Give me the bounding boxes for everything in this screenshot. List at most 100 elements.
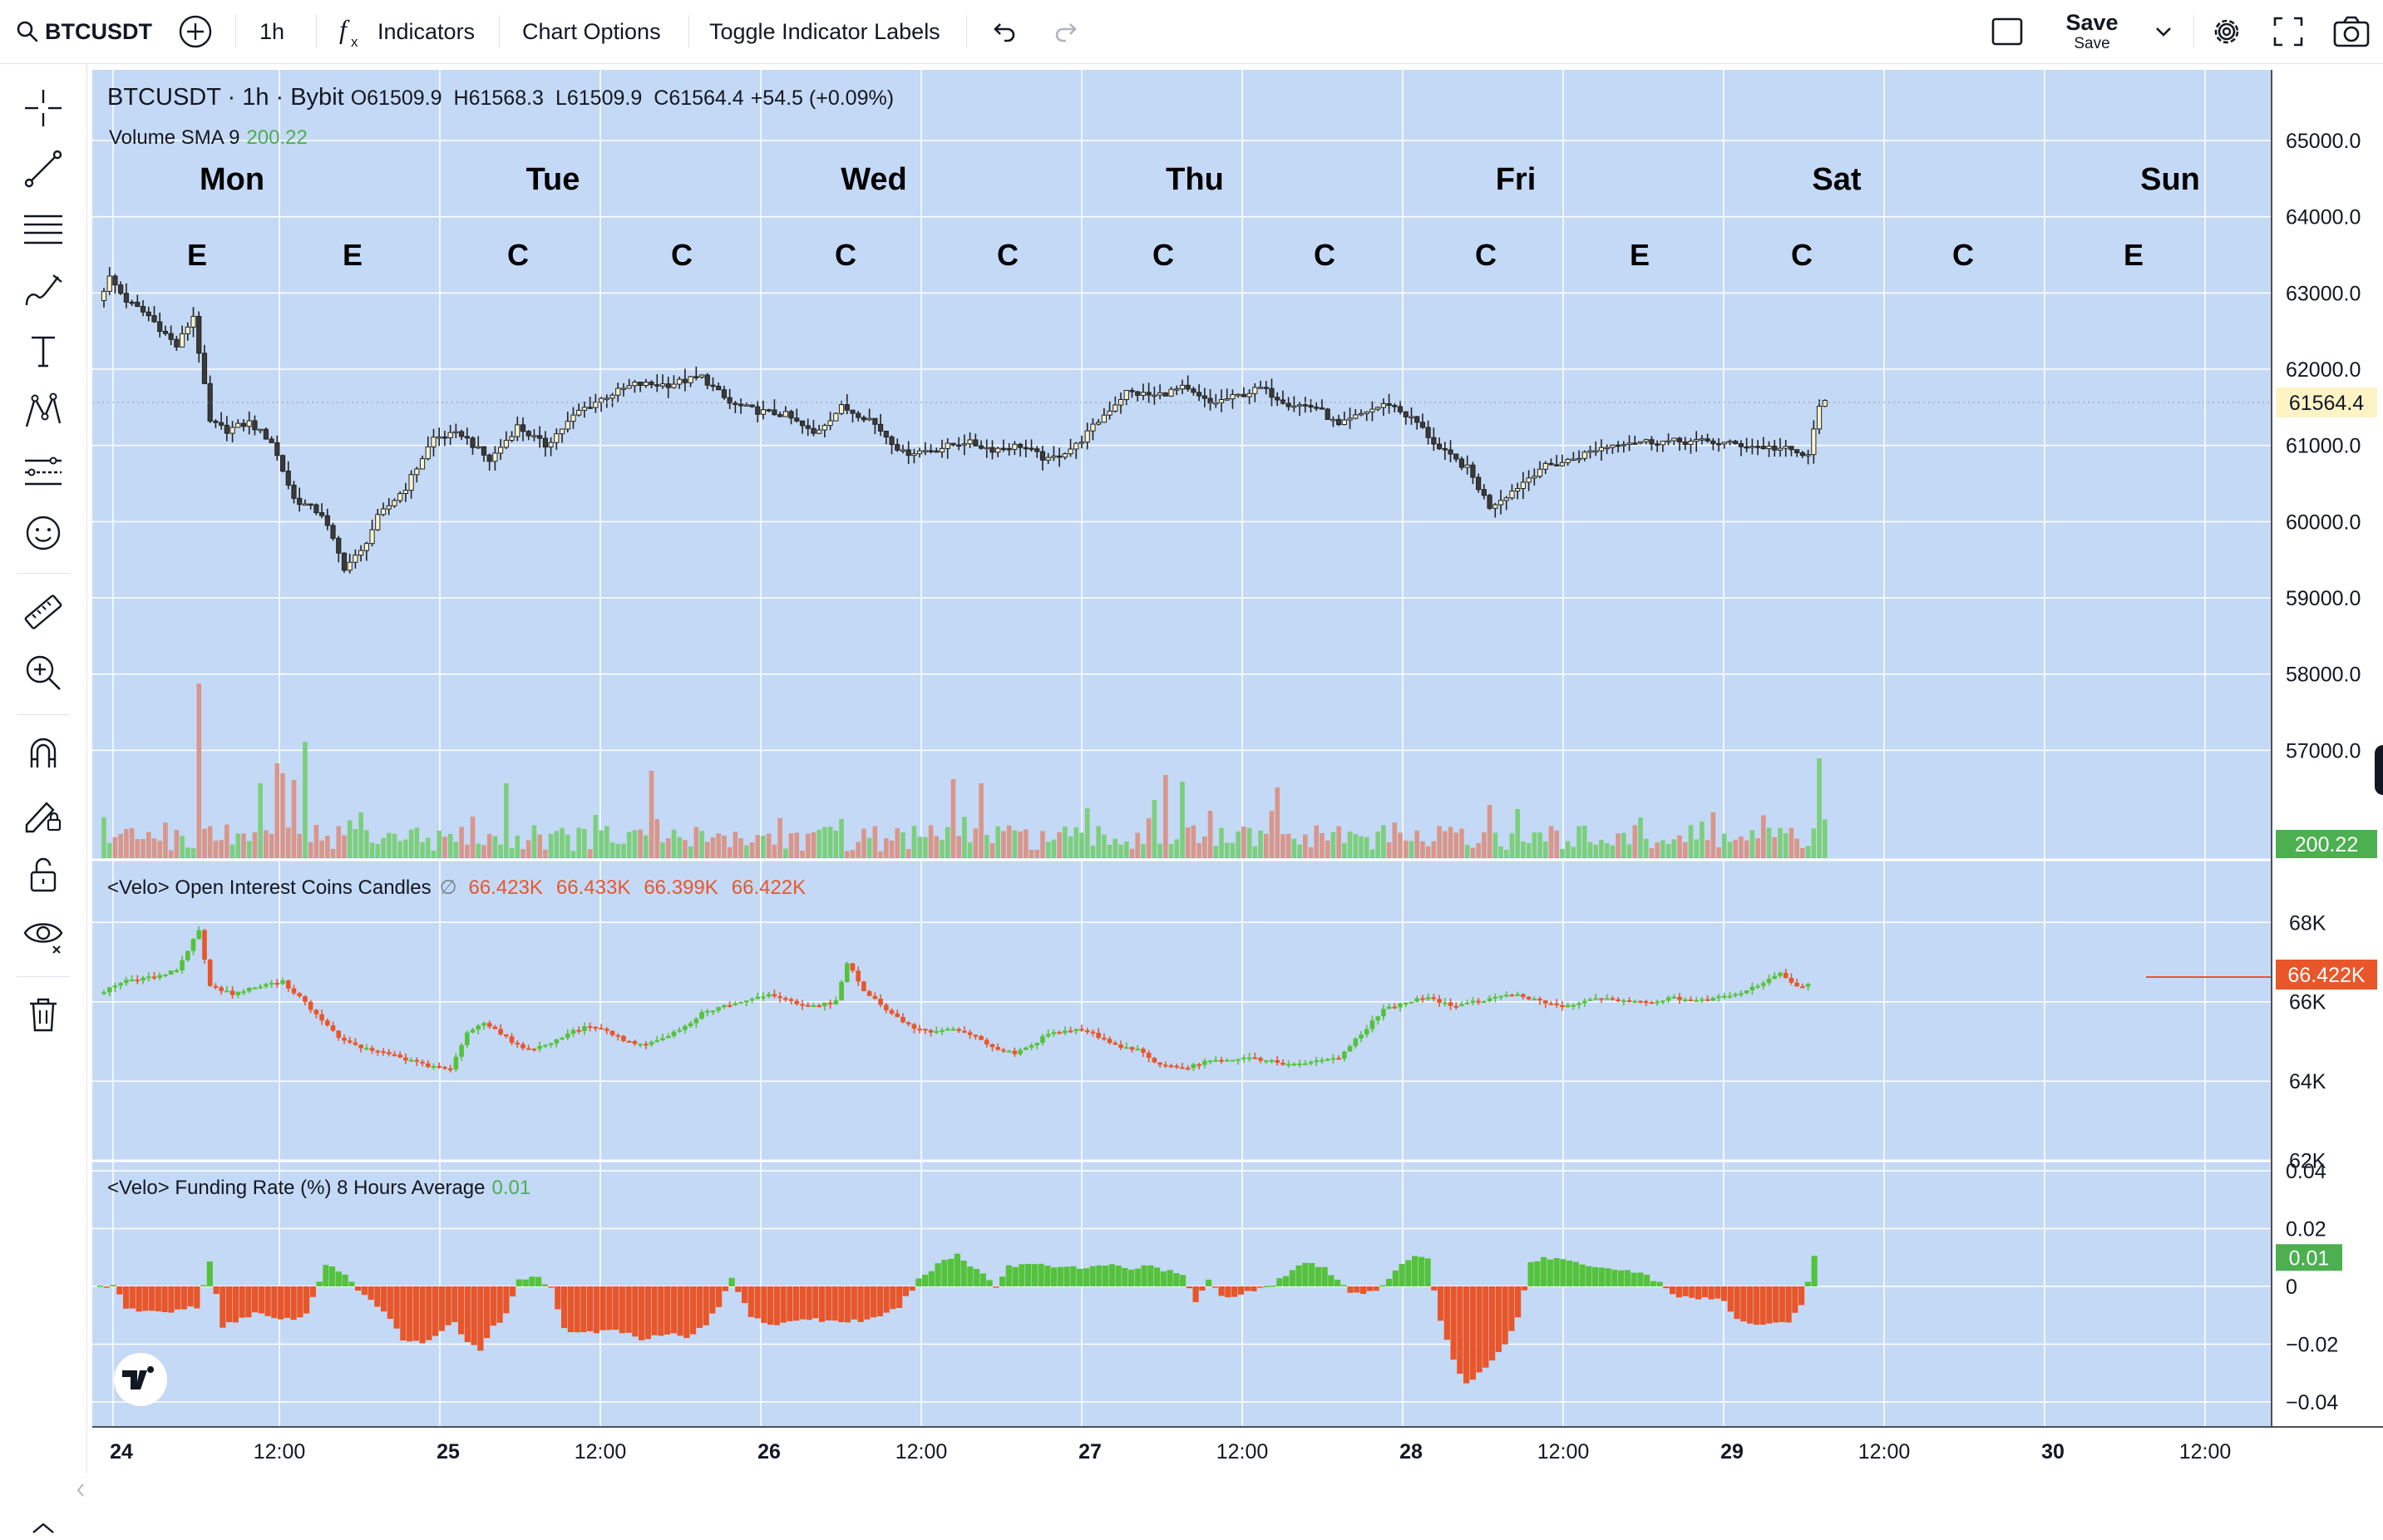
oi-candle [911,1024,917,1029]
save-dropdown-button[interactable] [2152,0,2175,63]
oi-candle [979,1036,984,1040]
oi-tick-label: 62K [2289,1150,2326,1173]
oi-candle [1246,1057,1252,1059]
collapse-toolbar-button[interactable] [75,1478,86,1503]
volume-bar [1576,826,1581,858]
more-tools-button[interactable] [28,1519,58,1536]
oi-candle [1587,999,1593,1001]
oi-candle [1744,990,1749,994]
price-candle [671,383,677,388]
funding-bar [754,1286,761,1319]
funding-bar [1005,1265,1012,1286]
emoji-tool[interactable] [22,511,65,555]
tradingview-logo[interactable] [114,1353,167,1406]
ruler-tool[interactable] [22,590,65,634]
volume-bar [1241,826,1246,858]
zoom-tool[interactable] [22,651,65,694]
oi-candle [1063,1030,1068,1034]
volume-bar [1275,787,1280,858]
prediction-tool[interactable] [22,451,65,494]
text-tool[interactable] [22,329,65,373]
volume-bar [291,780,297,858]
funding-bar [825,1286,831,1320]
volume-bar [866,837,872,858]
price-candle [525,431,531,437]
price-candle [1062,453,1068,458]
fullscreen-button[interactable] [2270,0,2307,63]
chart-canvas[interactable]: Mon Tue Wed Thu Fri Sat Sun E E C C C C C C C E C C E 6500… [92,70,2383,1473]
hide-drawings-tool[interactable] [22,913,65,956]
oi-candle [146,976,151,979]
price-candle [1626,442,1632,446]
lock-drawings-tool[interactable] [22,852,65,896]
volume-bar [185,847,190,858]
volume-bar [1783,832,1788,858]
price-candle [649,382,654,386]
pattern-tool[interactable] [22,390,65,433]
funding-bar [1695,1286,1702,1300]
price-tick-label: 62000.0 [2286,358,2361,382]
chart-options-button[interactable]: Chart Options [522,18,661,44]
volume-bar [1207,810,1213,858]
price-candle [922,450,928,452]
screenshot-button[interactable] [2331,0,2371,63]
fullscreen-layout-button[interactable] [1989,0,2025,63]
symbol-search[interactable]: BTCUSDT [15,0,170,63]
oi-candle [1498,995,1503,998]
volume-bar [1660,840,1665,858]
oi-candle [392,1054,397,1056]
magnet-tool[interactable] [22,731,65,774]
oi-candle [241,991,246,994]
price-candle [151,315,157,323]
funding-bar [142,1286,149,1311]
stay-in-drawing-mode-tool[interactable] [22,792,65,835]
trash-icon [30,998,57,1032]
session-marker: E [343,238,363,272]
volume-bar [917,837,922,858]
price-candle [402,490,408,494]
volume-bar [285,827,291,858]
oi-candle [1219,1059,1224,1062]
volume-bar [1593,844,1599,858]
volume-bar [822,827,827,858]
remove-drawings-tool[interactable] [22,992,65,1035]
oi-candle [364,1048,369,1050]
price-candle [1571,458,1576,461]
volume-bar [716,833,721,858]
oi-candle [1291,1064,1297,1066]
funding-bar [1083,1268,1089,1286]
redo-button[interactable] [1053,0,1081,63]
volume-bar [911,826,917,858]
price-candle [1057,455,1063,458]
oi-candle [1180,1067,1185,1069]
funding-bar [1218,1286,1225,1296]
volume-bar [381,837,386,858]
volume-bar [1291,838,1297,858]
price-candle [1291,405,1297,408]
scroll-handle[interactable] [2375,745,2383,795]
undo-button[interactable] [989,0,1018,63]
funding-bar [490,1286,496,1326]
toolbar-divider [235,15,236,48]
trend-line-tool[interactable] [22,147,65,190]
fib-tool[interactable] [22,208,65,251]
price-candle [425,446,431,460]
funding-bar [1773,1286,1779,1323]
volume-bar [1353,834,1359,858]
crosshair-tool[interactable] [22,86,65,130]
interval-button[interactable]: 1h [259,18,285,44]
oi-candle [1443,1002,1448,1004]
funding-bar [1534,1261,1541,1286]
funding-bar [851,1286,857,1320]
oi-candle [1113,1043,1118,1045]
toggle-indicator-labels-button[interactable]: Toggle Indicator Labels [709,18,940,44]
funding-bar [1469,1286,1476,1380]
funding-bar [761,1286,767,1323]
compare-button[interactable] [177,0,214,63]
brush-tool[interactable] [22,269,65,312]
volume-bar [1325,840,1330,858]
save-button[interactable]: Save Save [2050,0,2134,63]
settings-button[interactable] [2208,0,2245,63]
